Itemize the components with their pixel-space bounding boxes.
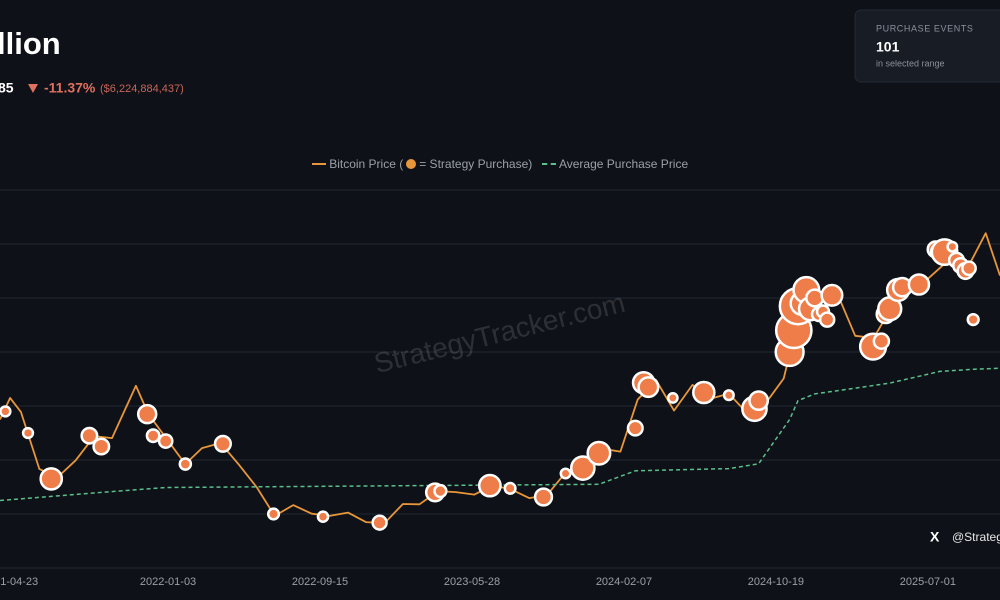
purchase-marker	[569, 455, 596, 481]
purchase-marker	[692, 380, 716, 405]
purchase-marker	[946, 240, 959, 253]
down-arrow-icon	[28, 84, 38, 93]
purchase-marker	[145, 428, 161, 444]
purchase-marker	[559, 467, 572, 480]
series-line	[0, 367, 1000, 502]
legend-label: = Strategy Purchase)	[419, 156, 533, 171]
events-card	[854, 9, 1000, 83]
purchase-marker	[92, 437, 111, 456]
purchase-marker	[316, 510, 330, 523]
purchase-marker	[178, 457, 193, 471]
purchase-marker	[722, 389, 735, 402]
card-note: in selected range	[876, 58, 945, 68]
purchase-marker	[637, 376, 660, 399]
x-tick-label: 21-04-23	[0, 576, 38, 588]
x-tick-label: 2025-07-01	[900, 576, 956, 588]
legend-label: Bitcoin Price (	[329, 156, 404, 171]
x-tick-label: 2024-10-19	[748, 576, 804, 588]
legend-label: Average Purchase Price	[558, 156, 689, 171]
change: -11.37%	[44, 80, 96, 96]
x-tick-label: 2022-09-15	[292, 576, 348, 588]
x-tick-label: 2022-01-03	[140, 576, 196, 588]
purchase-marker	[21, 426, 35, 440]
purchase-marker	[371, 514, 388, 531]
price: 85	[0, 80, 14, 96]
change-amount: ($6,224,884,437)	[100, 83, 184, 95]
purchase-marker	[477, 473, 502, 498]
legend-swatch	[541, 162, 556, 165]
purchase-marker	[39, 467, 64, 491]
title: llion	[0, 26, 61, 61]
legend-swatch	[311, 162, 326, 165]
purchase-marker	[157, 433, 174, 449]
legend: Bitcoin Price ( = Strategy Purchase) Aver…	[0, 156, 1000, 171]
purchase-marker	[666, 391, 679, 404]
purchase-marker	[805, 288, 825, 308]
x-tick-label: 2023-05-28	[444, 576, 500, 588]
card-label: PURCHASE EVENTS	[876, 23, 974, 33]
purchase-marker	[966, 312, 980, 327]
x-tick-label: 2024-02-07	[596, 576, 652, 588]
purchase-marker	[533, 487, 554, 507]
handle: @Strateg	[952, 530, 1000, 544]
card-value: 101	[876, 39, 900, 55]
purchase-marker	[818, 311, 836, 328]
purchase-marker	[626, 419, 644, 437]
purchase-marker	[266, 507, 281, 521]
purchase-marker	[136, 403, 158, 425]
purchase-marker	[748, 390, 770, 412]
purchase-marker	[80, 426, 99, 445]
purchase-marker	[0, 405, 12, 418]
purchase-marker	[872, 332, 891, 350]
purchase-marker	[213, 434, 232, 453]
purchase-marker	[961, 260, 977, 277]
purchase-marker	[820, 283, 844, 307]
purchase-marker	[586, 440, 612, 466]
legend-icon	[406, 158, 417, 169]
purchase-marker	[907, 273, 931, 296]
watermark: StrategyTracker.com	[371, 287, 628, 379]
purchase-marker	[503, 481, 517, 495]
purchase-marker	[433, 483, 448, 499]
x-logo: X	[930, 529, 940, 545]
